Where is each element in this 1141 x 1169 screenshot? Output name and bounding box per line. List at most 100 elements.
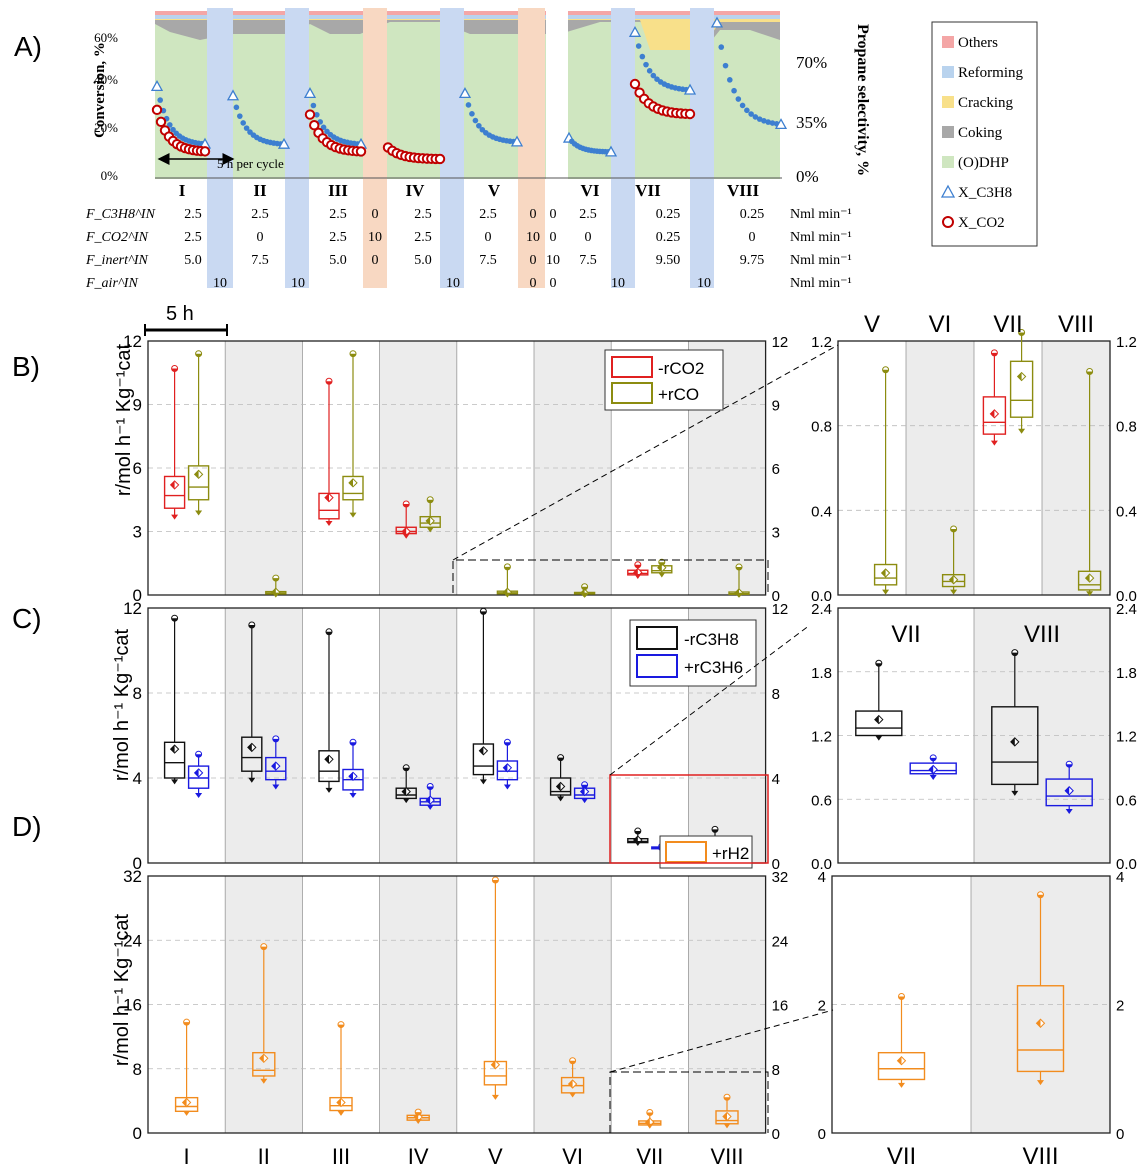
feed-value: 0: [585, 230, 592, 245]
feed-value: 2.5: [184, 207, 202, 222]
rh2-max: [898, 996, 905, 1000]
ytick-left: 2.4: [811, 601, 832, 618]
inset-cycle-label: VIII: [1024, 621, 1060, 648]
air-band: [440, 8, 464, 288]
legend-swatch: [942, 66, 954, 78]
ylabel-conversion: Conversion, %: [92, 42, 108, 138]
legend-label: (O)DHP: [958, 155, 1009, 171]
rh2-mean: [897, 1056, 902, 1065]
cycle-shade: [1042, 341, 1110, 595]
ytick-right: 0.6: [1116, 792, 1137, 809]
feed-unit: Nml min⁻¹: [790, 230, 852, 245]
ytick-right: 0.4: [1116, 503, 1137, 520]
rco2-min: [990, 440, 998, 446]
feed-value: 9.50: [656, 253, 681, 268]
rc3h6-max: [581, 784, 588, 788]
rh2-min: [569, 1092, 577, 1098]
rc3h6-max: [350, 742, 356, 746]
conversion-markers: [150, 16, 788, 165]
scale-bar-label: 5 h: [166, 303, 194, 325]
c3h8-conversion-point: [774, 118, 788, 130]
ytick-right: 0: [772, 588, 780, 605]
feed-value: 2.5: [251, 207, 269, 222]
co2-conversion-point: [199, 146, 211, 157]
rc3h8-mean: [1010, 737, 1015, 746]
feed-value: 0: [530, 253, 537, 268]
rc3h6-box: [265, 756, 287, 781]
ytick-right: 0%: [796, 167, 819, 186]
ytick-left: 24: [123, 931, 142, 950]
c3h8-conversion-point: [635, 43, 642, 49]
ytick-left: 12: [123, 599, 142, 618]
c3h8-conversion-point: [310, 102, 317, 109]
feed-unit: Nml min⁻¹: [790, 253, 852, 268]
c3h8-conversion-point: [277, 137, 291, 149]
feed-value: 0: [550, 276, 557, 291]
c3h8-conversion-point: [472, 117, 479, 124]
feed-value: 5.0: [184, 253, 202, 268]
c3h8-conversion-point: [150, 80, 164, 91]
ytick-right: 4: [772, 771, 780, 788]
rc3h6-box: [496, 760, 519, 781]
rco-max: [272, 578, 279, 582]
c3h8-conversion-point: [731, 87, 737, 94]
rc3h8-max: [480, 611, 487, 615]
rh2-min: [414, 1118, 422, 1124]
c3h8-conversion-point: [727, 77, 733, 83]
ytick-right: 1.2: [1116, 729, 1137, 746]
feed-value: 5.0: [414, 253, 432, 268]
rh2-min: [491, 1094, 499, 1100]
ytick-right: 8: [772, 686, 780, 703]
plot-frame: [831, 875, 1111, 1134]
xtick: IV: [408, 1144, 429, 1169]
ytick-left: 0.8: [811, 419, 832, 436]
rh2-max: [260, 946, 267, 950]
rc3h8-min: [402, 798, 410, 804]
c3h8-conversion-point: [510, 135, 524, 147]
c3h8-conversion-point: [752, 114, 759, 120]
rco2-mean: [325, 493, 329, 502]
feed-row-label: F_CO2^IN: [85, 230, 149, 245]
ytick-right: 1.8: [1116, 665, 1137, 682]
rc3h6-mean: [349, 772, 353, 781]
rco-mean: [194, 470, 199, 479]
rc3h8-max: [557, 757, 564, 761]
c3h8-conversion-point: [469, 110, 475, 117]
c3h8-conversion-point: [458, 87, 472, 99]
legend-label: Reforming: [958, 65, 1023, 81]
ytick-left: 2: [818, 998, 826, 1015]
rh2-max: [415, 1112, 422, 1116]
xtick: III: [332, 1144, 350, 1169]
legend-label: +rCO: [658, 385, 699, 404]
rc3h6-box: [187, 765, 210, 789]
xtick: VII: [636, 1144, 663, 1169]
ytick-left: 12: [123, 332, 142, 351]
legend-marker: [940, 184, 956, 198]
panel-label-c: C): [12, 603, 42, 634]
rco-min: [426, 527, 434, 533]
rco-min: [950, 589, 958, 595]
feed-value: 0: [550, 207, 557, 222]
xtick: V: [488, 1144, 503, 1169]
panel-b: 0 0 3 3 6 6 9 9 12 12: [123, 332, 788, 605]
rco-min: [735, 592, 743, 598]
rc3h8-max: [712, 829, 718, 833]
inset-b: 0.0 0.0 0.4 0.4 0.8 0.8 1.2 1.2 V VI VII VIII: [811, 311, 1137, 605]
feed-value: 10: [546, 253, 560, 268]
ytick-left: 8: [133, 684, 142, 703]
rco-box: [187, 465, 210, 501]
co2-conversion-point: [355, 146, 367, 157]
ytick-left: 0: [133, 854, 142, 873]
c3h8-conversion-point: [683, 83, 697, 95]
ytick-left: 4: [133, 769, 142, 788]
rco2-mean: [990, 409, 995, 418]
rco-max: [350, 353, 356, 357]
co2-conversion-point: [629, 78, 641, 90]
c3h8-conversion-point: [243, 125, 250, 131]
co2-conversion-point: [155, 116, 167, 128]
feed-value: 0.25: [656, 230, 681, 245]
legend-label: +rC3H6: [684, 658, 743, 677]
feed-value: 0: [372, 253, 379, 268]
rco-max: [736, 567, 742, 571]
